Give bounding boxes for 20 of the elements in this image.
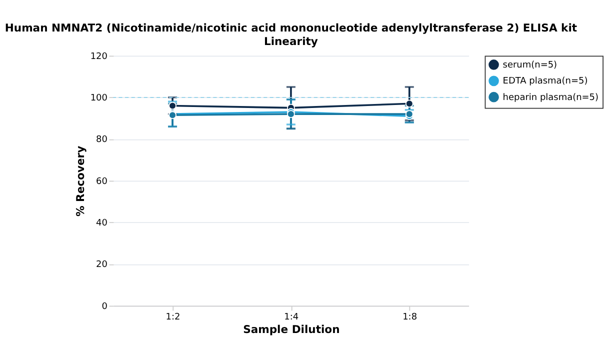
y-axis-title: % Recovery (74, 146, 88, 217)
x-tick-label: 1:8 (402, 312, 418, 323)
x-tick-label: 1:4 (284, 312, 299, 323)
point (405, 110, 414, 118)
y-tick-label: 80 (96, 135, 108, 146)
chart-title: Human NMNAT2 (Nicotinamide/nicotinic acid mononucleotide adenylyltransferase 2) ELISA kit (4, 21, 578, 34)
legend-label: EDTA plasma(n=5) (502, 76, 588, 87)
y-tick-label: 0 (102, 302, 108, 312)
y-tick-label: 40 (96, 218, 108, 229)
legend-label: serum(n=5) (502, 60, 558, 70)
point (405, 100, 414, 108)
point (168, 102, 176, 110)
y-tick-label: 100 (90, 94, 108, 104)
legend-label: heparin plasma(n=5) (502, 92, 599, 103)
y-tick-label: 60 (96, 176, 108, 187)
x-axis-title: Sample Dilution (243, 323, 340, 336)
y-tick-label: 20 (96, 260, 108, 270)
chart-subtitle: Linearity (264, 34, 318, 48)
x-tick-label: 1:2 (166, 312, 180, 323)
y-tick-label: 120 (90, 52, 108, 62)
